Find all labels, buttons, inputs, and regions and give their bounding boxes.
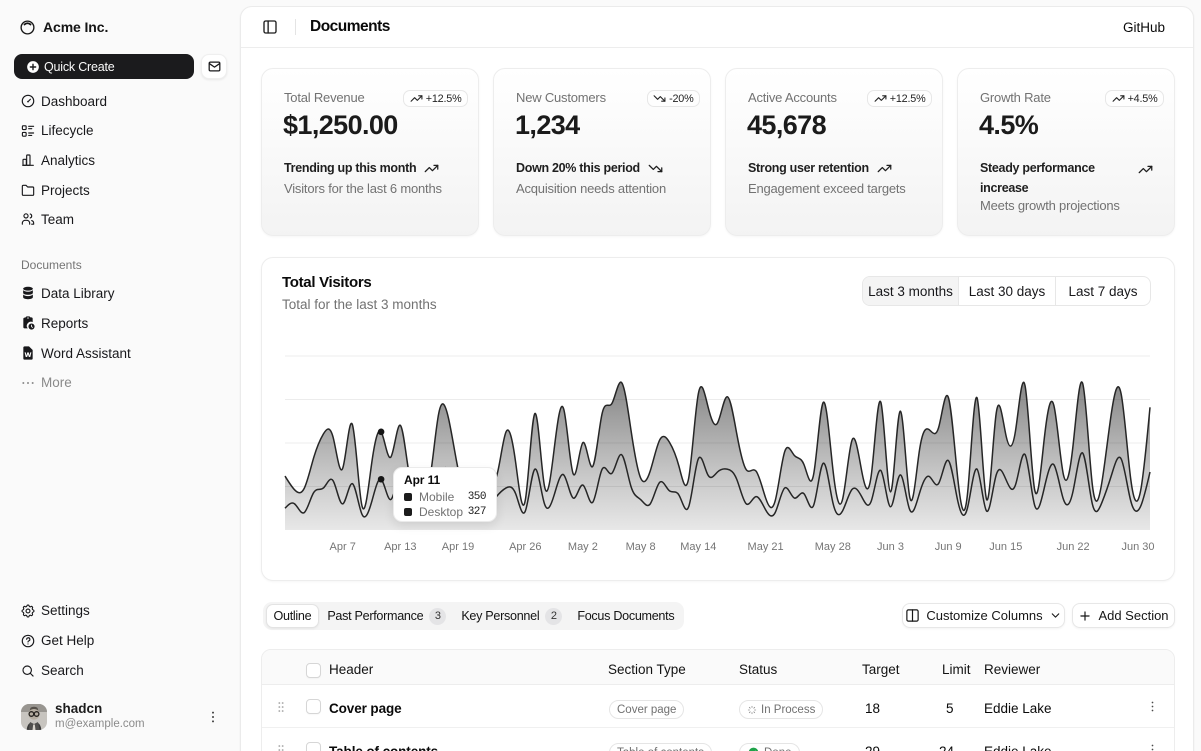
svg-text:May 21: May 21 bbox=[748, 541, 784, 553]
svg-text:Apr 13: Apr 13 bbox=[384, 541, 416, 553]
svg-text:Jun 9: Jun 9 bbox=[935, 541, 962, 553]
svg-text:May 8: May 8 bbox=[626, 541, 656, 553]
svg-text:Apr 7: Apr 7 bbox=[330, 541, 356, 553]
svg-text:Apr 26: Apr 26 bbox=[509, 541, 541, 553]
svg-text:Jun 3: Jun 3 bbox=[877, 541, 904, 553]
svg-text:Jun 15: Jun 15 bbox=[989, 541, 1022, 553]
svg-text:May 28: May 28 bbox=[815, 541, 851, 553]
svg-text:Apr 19: Apr 19 bbox=[442, 541, 474, 553]
svg-text:May 2: May 2 bbox=[568, 541, 598, 553]
svg-text:May 14: May 14 bbox=[680, 541, 716, 553]
svg-text:Jun 30: Jun 30 bbox=[1121, 541, 1154, 553]
svg-text:Jun 22: Jun 22 bbox=[1057, 541, 1090, 553]
